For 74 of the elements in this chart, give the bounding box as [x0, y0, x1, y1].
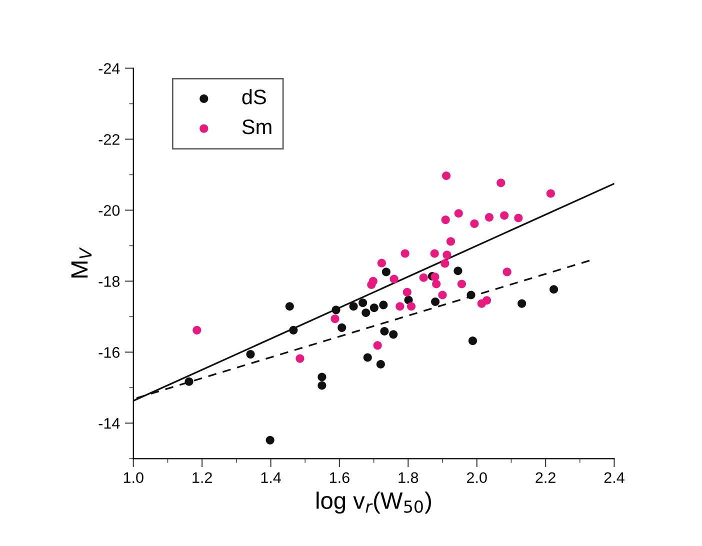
point: [266, 436, 274, 444]
point: [184, 377, 194, 386]
point: [466, 290, 476, 300]
point: [446, 237, 456, 246]
point: [373, 341, 382, 350]
point: [430, 249, 439, 258]
point: [440, 259, 450, 268]
x-tick-label: 1.6: [330, 472, 350, 484]
point: [246, 350, 255, 359]
point: [438, 290, 447, 300]
point: [432, 280, 441, 288]
y-tick-label: -14: [98, 418, 120, 429]
point: [379, 300, 388, 310]
point: [338, 323, 346, 332]
point: [454, 209, 463, 218]
y-tick-label: -24: [98, 63, 120, 74]
point: [496, 178, 506, 188]
point: [358, 298, 368, 308]
point: [362, 308, 370, 318]
legend-label: dS: [242, 89, 266, 104]
point: [390, 274, 398, 284]
y-tick-label: -20: [98, 205, 120, 216]
point: [430, 272, 440, 282]
point: [431, 297, 440, 306]
x-tick-label: 1.8: [398, 472, 418, 484]
point: [470, 219, 479, 228]
point: [376, 360, 385, 369]
x-tick-label: 1.0: [124, 472, 144, 484]
point: [454, 266, 462, 276]
point: [514, 214, 523, 222]
point: [468, 336, 478, 346]
y-tick-label: -16: [98, 347, 120, 358]
x-tick-label: 1.2: [192, 472, 212, 483]
point: [332, 306, 340, 314]
point: [482, 296, 492, 305]
point: [318, 381, 326, 390]
point: [363, 353, 372, 362]
point: [457, 280, 466, 288]
x-tick-label: 2.2: [536, 472, 556, 483]
point: [368, 276, 378, 286]
y-axis-title: M$_{V}$: [71, 247, 92, 278]
point: [442, 250, 452, 260]
point: [500, 211, 509, 220]
point: [192, 326, 202, 334]
point: [546, 189, 555, 198]
point: [382, 268, 390, 276]
point: [550, 285, 558, 294]
point: [441, 216, 450, 224]
point: [518, 299, 526, 308]
x-tick-label: 2.0: [467, 472, 487, 484]
point: [330, 314, 340, 324]
point: [484, 213, 494, 222]
point: [400, 249, 410, 258]
point: [389, 330, 398, 339]
point: [402, 288, 412, 296]
point: [419, 273, 428, 282]
x-tick-label: 2.4: [604, 472, 624, 483]
point: [296, 354, 304, 363]
point: [289, 326, 298, 334]
point: [318, 372, 326, 382]
point: [396, 302, 404, 311]
y-tick-label: -22: [98, 134, 120, 145]
x-tick-label: 1.4: [261, 472, 281, 483]
legend-label: Sm: [242, 119, 272, 134]
point: [377, 258, 386, 268]
point: [380, 326, 389, 336]
point: [406, 302, 416, 311]
point: [502, 268, 512, 276]
x-axis-title: log v$_{r}$(W$_{50}$): [316, 492, 432, 514]
point: [370, 304, 378, 312]
point: [349, 302, 358, 311]
point: [285, 302, 294, 311]
y-tick-label: -18: [98, 276, 120, 287]
point: [442, 172, 451, 180]
